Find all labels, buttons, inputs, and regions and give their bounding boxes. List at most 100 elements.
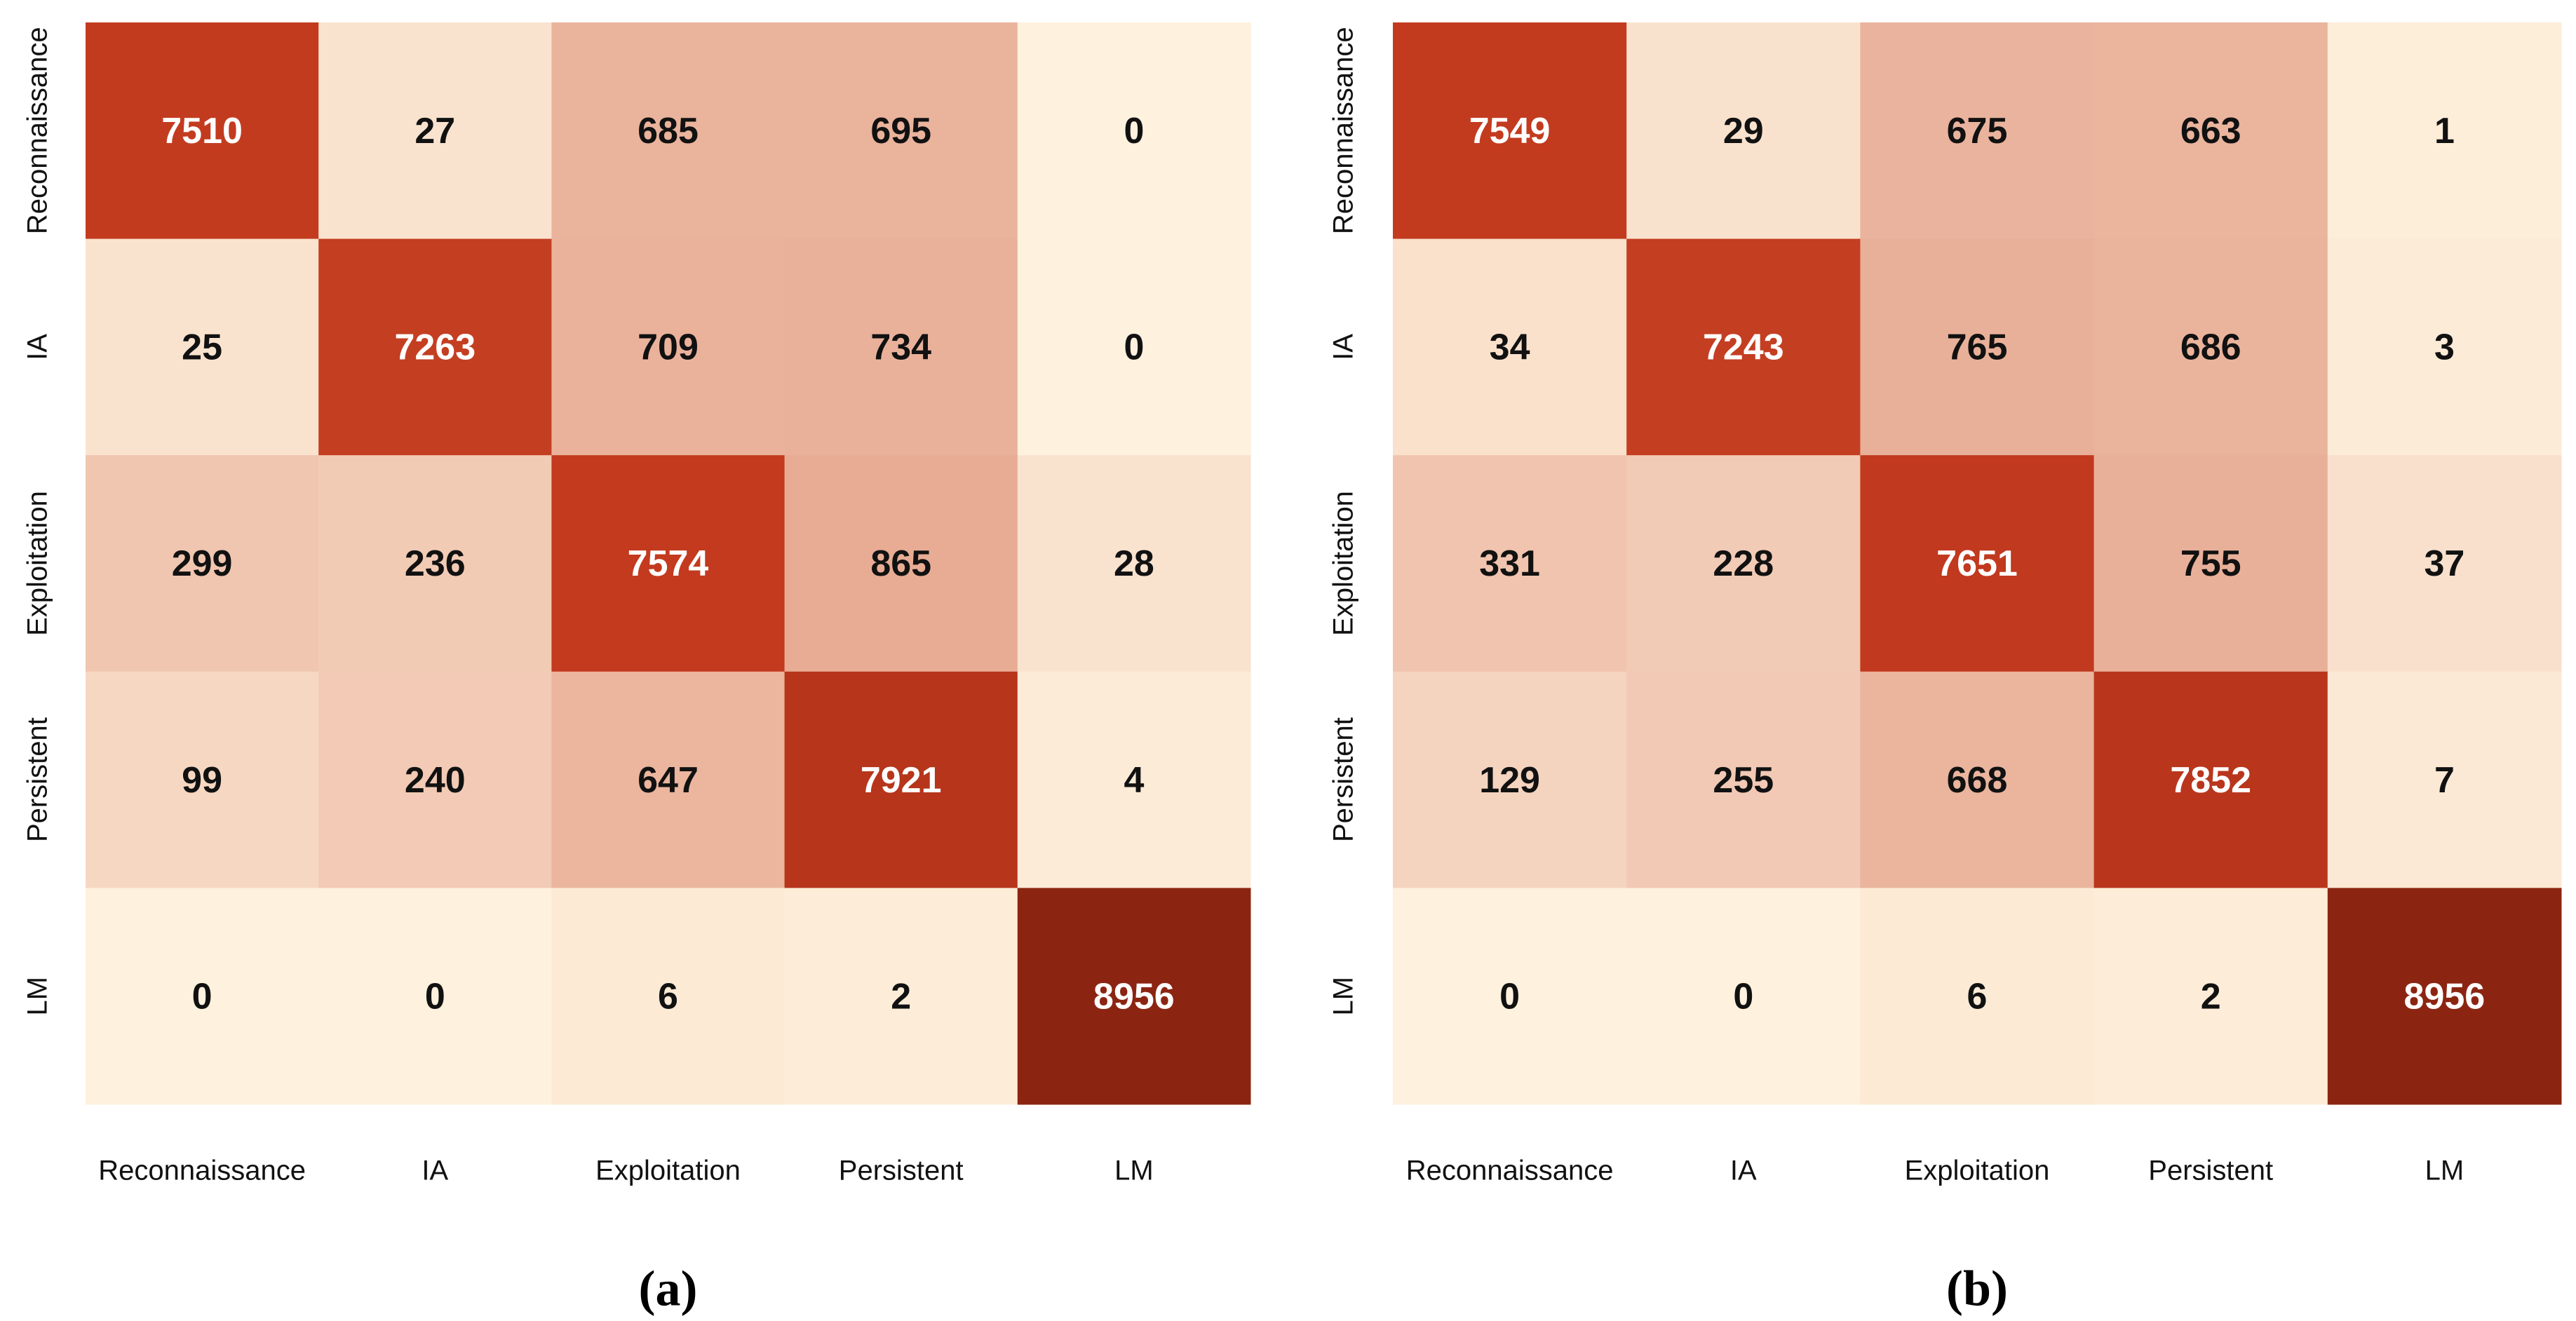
heatmap-cell	[2093, 888, 2328, 1105]
cell-value-label: 685	[638, 111, 699, 151]
x-tick-label-ia: IA	[422, 1156, 448, 1186]
heatmap-cell	[551, 455, 785, 672]
cell-value-label: 8956	[2404, 976, 2486, 1017]
heatmap-cell	[2093, 671, 2328, 888]
cell-value-label: 7510	[161, 111, 243, 151]
heatmap-cell	[784, 888, 1018, 1105]
cell-value-label: 755	[2180, 543, 2241, 584]
cell-value-label: 1	[2434, 111, 2455, 151]
y-tick-label-exploitation: Exploitation	[1328, 491, 1359, 636]
heatmap-cell	[2327, 238, 2562, 456]
cell-value-label: 695	[870, 111, 931, 151]
heatmap-cell	[1393, 238, 1627, 456]
cell-value-label: 0	[1499, 976, 1520, 1017]
cell-value-label: 27	[414, 111, 455, 151]
x-tick-label-lm: LM	[2425, 1156, 2464, 1186]
heatmap-cell	[784, 22, 1018, 240]
heatmap-cell	[1860, 22, 2095, 240]
heatmap-cell	[86, 238, 319, 456]
cell-value-label: 647	[638, 760, 699, 801]
cell-value-label: 240	[405, 760, 466, 801]
heatmap-cell	[1626, 22, 1861, 240]
heatmap-cell	[318, 238, 552, 456]
y-tick-label-reconnaissance: Reconnaissance	[22, 27, 53, 234]
cell-value-label: 99	[182, 760, 222, 801]
heatmap-cell	[1393, 671, 1627, 888]
cell-value-label: 668	[1947, 760, 2008, 801]
cell-value-label: 29	[1723, 111, 1764, 151]
cell-value-label: 255	[1713, 760, 1774, 801]
cell-value-label: 7651	[1936, 543, 2018, 584]
heatmap-cell	[1626, 238, 1861, 456]
cell-value-label: 7574	[628, 543, 709, 584]
heatmap-cell	[318, 455, 552, 672]
heatmap-cell	[1626, 888, 1861, 1105]
cell-value-label: 7549	[1469, 111, 1551, 151]
heatmap-cell	[1860, 238, 2095, 456]
heatmap-cell	[551, 671, 785, 888]
heatmap-cell	[2327, 455, 2562, 672]
y-tick-label-lm: LM	[22, 977, 53, 1016]
cell-value-label: 765	[1947, 327, 2008, 368]
cell-value-label: 6	[1967, 976, 1988, 1017]
cell-value-label: 7921	[861, 760, 942, 801]
cell-value-label: 7	[2434, 760, 2455, 801]
cell-value-label: 4	[1124, 760, 1144, 801]
cell-value-label: 0	[1733, 976, 1753, 1017]
heatmap-cell	[318, 22, 552, 240]
cell-value-label: 28	[1114, 543, 1154, 584]
heatmap-cell	[1017, 455, 1251, 672]
heatmap-cell	[1860, 671, 2095, 888]
heatmap-cell	[1860, 888, 2095, 1105]
x-tick-label-persistent: Persistent	[2148, 1156, 2273, 1186]
x-tick-label-exploitation: Exploitation	[595, 1156, 741, 1186]
heatmap-cell	[1860, 455, 2095, 672]
cell-value-label: 236	[405, 543, 466, 584]
cell-value-label: 8956	[1093, 976, 1175, 1017]
x-tick-label-reconnaissance: Reconnaissance	[98, 1156, 306, 1186]
cell-value-label: 37	[2424, 543, 2464, 584]
cell-value-label: 865	[870, 543, 931, 584]
cell-value-label: 0	[192, 976, 213, 1017]
y-tick-label-lm: LM	[1328, 977, 1359, 1016]
heatmap-cell	[784, 455, 1018, 672]
heatmap-cell	[551, 888, 785, 1105]
heatmap-cell	[1017, 22, 1251, 240]
heatmap-cell	[86, 671, 319, 888]
cell-value-label: 7852	[2170, 760, 2251, 801]
cell-value-label: 2	[891, 976, 911, 1017]
heatmap-cell	[1393, 455, 1627, 672]
cell-value-label: 228	[1713, 543, 1774, 584]
x-tick-label-reconnaissance: Reconnaissance	[1406, 1156, 1614, 1186]
y-tick-label-persistent: Persistent	[22, 717, 53, 842]
cell-value-label: 0	[1124, 327, 1144, 368]
cell-value-label: 734	[870, 327, 931, 368]
heatmap-cell	[1626, 455, 1861, 672]
heatmap-cell	[784, 671, 1018, 888]
y-tick-label-persistent: Persistent	[1328, 717, 1359, 842]
cell-value-label: 7243	[1703, 327, 1784, 368]
cell-value-label: 709	[638, 327, 699, 368]
heatmap-cell	[1626, 671, 1861, 888]
cell-value-label: 2	[2201, 976, 2221, 1017]
cell-value-label: 331	[1479, 543, 1540, 584]
heatmap-cell	[784, 238, 1018, 456]
heatmap-cell	[318, 671, 552, 888]
x-tick-label-lm: LM	[1114, 1156, 1154, 1186]
heatmap-cell	[551, 238, 785, 456]
heatmap-cell	[2327, 888, 2562, 1105]
x-tick-label-persistent: Persistent	[839, 1156, 964, 1186]
heatmap-cell	[551, 22, 785, 240]
heatmap-cell	[86, 22, 319, 240]
heatmap-cell	[86, 455, 319, 672]
cell-value-label: 129	[1479, 760, 1540, 801]
cell-value-label: 34	[1490, 327, 1530, 368]
heatmap-cell	[2327, 22, 2562, 240]
cell-value-label: 675	[1947, 111, 2008, 151]
panel-caption: (b)	[1946, 1261, 2008, 1317]
heatmap-cell	[2093, 22, 2328, 240]
y-tick-label-reconnaissance: Reconnaissance	[1328, 27, 1359, 234]
heatmap-cell	[318, 888, 552, 1105]
